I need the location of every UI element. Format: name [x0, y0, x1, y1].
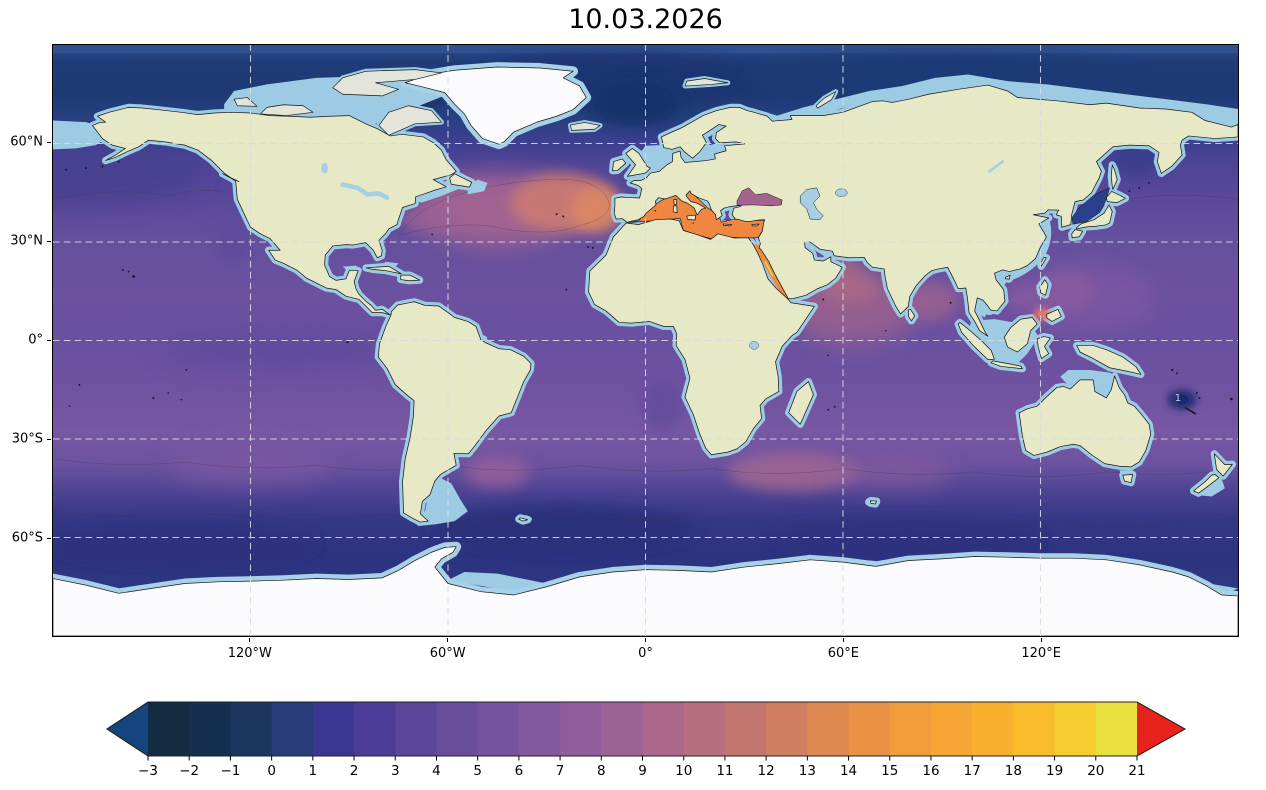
graticule — [53, 45, 1238, 636]
colorbar-segment — [972, 702, 1014, 756]
y-tick-mark — [47, 339, 51, 341]
y-tick-label: 0° — [28, 332, 43, 348]
colorbar-over-arrow — [1137, 702, 1185, 756]
colorbar-tick-label: 12 — [758, 763, 775, 779]
colorbar-tick-label: −2 — [179, 763, 199, 779]
colorbar-segment — [271, 702, 314, 756]
plot-title: 10.03.2026 — [568, 4, 723, 35]
colorbar-segment — [807, 702, 850, 756]
colorbar-segment — [930, 702, 973, 756]
y-tick-label: 30°S — [11, 431, 43, 447]
colorbar-segment — [848, 702, 891, 756]
y-tick-mark — [47, 240, 51, 242]
colorbar-tick-label: 10 — [675, 763, 692, 779]
y-tick-label: 60°N — [10, 134, 43, 150]
colorbar-tick-label: 21 — [1128, 763, 1145, 779]
colorbar-tick-label: 9 — [638, 763, 647, 779]
colorbar-tick-label: 6 — [515, 763, 524, 779]
map-plot: 1 — [52, 44, 1239, 637]
colorbar-segment — [436, 702, 479, 756]
colorbar-segment — [601, 702, 644, 756]
colorbar-segment — [1095, 702, 1138, 756]
colorbar-segment — [1013, 702, 1056, 756]
colorbar-segment — [560, 702, 602, 756]
colorbar-tick-label: 2 — [350, 763, 359, 779]
colorbar-tick-label: 14 — [840, 763, 857, 779]
marginal-seas — [627, 187, 1111, 321]
colorbar-segment — [477, 702, 520, 756]
x-tick-label: 0° — [638, 646, 653, 661]
colorbar-tick-label: −1 — [220, 763, 240, 779]
y-tick-mark — [47, 438, 51, 440]
colorbar-segment — [312, 702, 355, 756]
x-tick-mark — [249, 638, 251, 642]
colorbar-segment — [230, 702, 273, 756]
colorbar-tick-label: 3 — [391, 763, 400, 779]
colorbar-tick-label: 16 — [922, 763, 939, 779]
colorbar-tick-label: 19 — [1046, 763, 1063, 779]
x-tick-mark — [645, 638, 646, 642]
x-tick-label: 120°E — [1021, 646, 1061, 661]
small-islands — [65, 160, 1233, 415]
colorbar-tick-label: 18 — [1005, 763, 1022, 779]
colorbar-tick-label: 0 — [267, 763, 276, 779]
colorbar-segment — [889, 702, 932, 756]
world-map: 1 — [53, 45, 1238, 636]
colorbar-tick-label: 20 — [1087, 763, 1104, 779]
x-tick-label: 120°W — [227, 646, 272, 661]
colorbar-tick-label: 7 — [556, 763, 565, 779]
y-tick-label: 60°S — [11, 530, 43, 546]
x-tick-label: 60°E — [827, 646, 859, 661]
inland-seas — [321, 160, 1004, 350]
contour-value-label: 1 — [1175, 393, 1181, 404]
colorbar-segment — [1054, 702, 1097, 756]
colorbar-tick-label: 17 — [964, 763, 981, 779]
colorbar-segment — [518, 702, 561, 756]
x-tick-mark — [1040, 638, 1042, 642]
colorbar-segment — [683, 702, 726, 756]
colorbar-tick-label: 11 — [716, 763, 733, 779]
colorbar-under-arrow — [107, 702, 148, 756]
y-tick-mark — [47, 141, 51, 143]
colorbar-segment — [189, 702, 232, 756]
y-tick-mark — [47, 537, 51, 539]
colorbar-segment — [766, 702, 808, 756]
colorbar-segment — [395, 702, 438, 756]
colorbar-segment — [148, 702, 190, 756]
colorbar-tick-label: 13 — [799, 763, 816, 779]
colorbar-tick-label: 4 — [432, 763, 441, 779]
x-tick-mark — [842, 638, 844, 642]
cold-eddy — [1167, 389, 1197, 411]
y-tick-label: 30°N — [10, 233, 43, 249]
colorbar-tick-label: 15 — [881, 763, 898, 779]
colorbar-tick-label: 8 — [597, 763, 606, 779]
colorbar-segment — [642, 702, 685, 756]
colorbar-segment — [354, 702, 396, 756]
colorbar-tick-label: −3 — [138, 763, 158, 779]
colorbar: −3 −2 −1 0 1 2 3 4 5 6 7 8 9 10 11 12 13 14 15 16 17 18 19 20 21 — [105, 701, 1187, 779]
x-tick-label: 60°W — [429, 646, 466, 661]
colorbar-segment — [724, 702, 767, 756]
x-tick-mark — [447, 638, 449, 642]
colorbar-tick-label: 1 — [309, 763, 318, 779]
colorbar-tick-label: 5 — [473, 763, 482, 779]
